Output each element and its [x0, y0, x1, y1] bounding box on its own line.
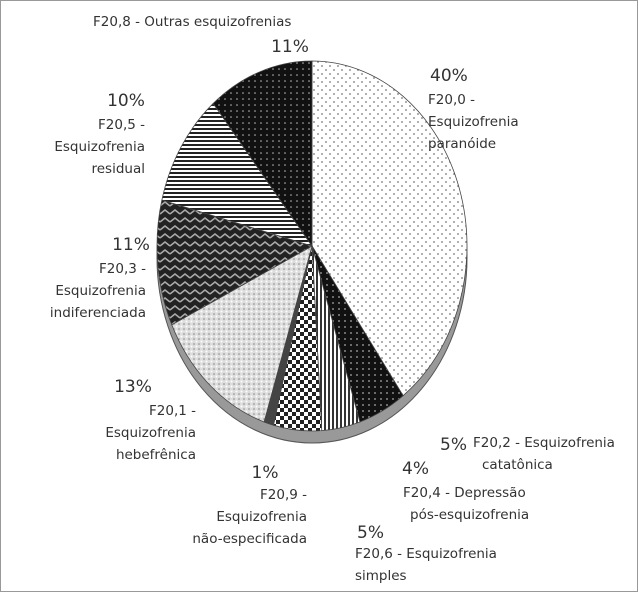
category-label: F20,4 - Depressão pós-esquizofrenia [403, 485, 529, 523]
category-label: F20,3 -Esquizofrenia indiferenciada [50, 261, 146, 321]
pie-slice [156, 199, 314, 326]
value-label: 5% [440, 435, 467, 455]
pie-slice [311, 60, 468, 397]
category-label: F20,6 - Esquizofrenia simples [355, 546, 497, 584]
value-label: 1% [252, 463, 279, 483]
value-label: 13% [114, 377, 152, 397]
value-label: 40% [430, 66, 468, 86]
pie-slice [171, 245, 313, 423]
value-label: 10% [107, 91, 145, 111]
value-label: 4% [402, 459, 429, 479]
category-label: F20,0 -Esquizofrenia paranóide [428, 92, 519, 152]
value-label: 5% [357, 523, 384, 543]
category-label: F20,5 -Esquizofrenia residual [54, 117, 145, 177]
category-label: F20,1 -Esquizofrenia hebefrênica [105, 403, 196, 463]
pie-slice [212, 60, 313, 248]
value-label: 11% [271, 37, 309, 57]
pie-slice [161, 102, 313, 247]
category-label: F20,8 - Outras esquizofrenias [93, 14, 291, 30]
category-label: F20,2 - Esquizofrenia catatônica [473, 435, 615, 473]
category-label: F20,9 -Esquizofrenia não-especificada [192, 487, 307, 547]
value-label: 11% [112, 235, 150, 255]
